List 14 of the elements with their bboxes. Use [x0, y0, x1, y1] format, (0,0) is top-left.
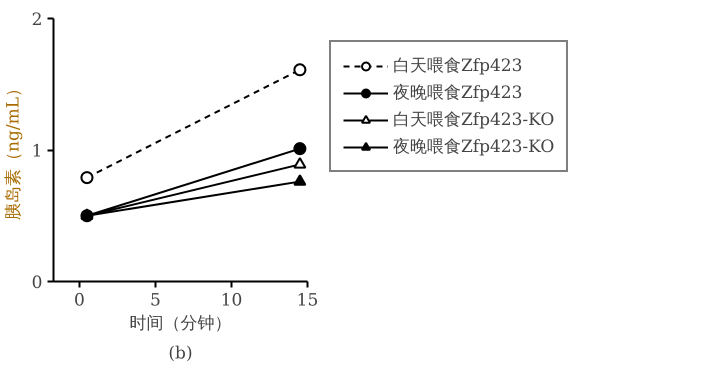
x-axis-title: 时间（分钟） [130, 314, 232, 334]
legend-label: 白天喂食Zfp423-KO [393, 109, 554, 131]
text: (b) [168, 344, 193, 364]
y-tick-label: 1 [32, 142, 43, 162]
x-tick-label: 15 [296, 290, 318, 310]
y-axis-title: 胰岛素（ng/mL） [4, 80, 24, 220]
x-tick-label: 10 [220, 290, 242, 310]
y-tick-label: 2 [32, 10, 43, 30]
legend-label: 夜晚喂食Zfp423-KO [393, 136, 554, 158]
x-tick-label: 5 [150, 290, 161, 310]
y-tick-label: 0 [32, 273, 43, 293]
x-tick-label: 0 [74, 290, 85, 310]
legend-label: 夜晚喂食Zfp423 [393, 82, 522, 104]
legend-label: 白天喂食Zfp423 [393, 55, 522, 77]
